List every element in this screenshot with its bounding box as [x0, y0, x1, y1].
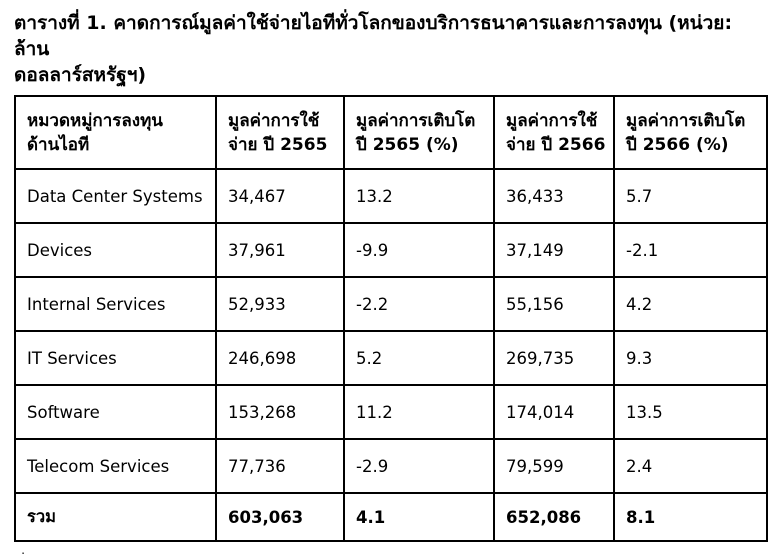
growth-2565-cell: 5.2	[343, 330, 495, 386]
spend-2565-cell: 246,698	[215, 330, 345, 386]
total-growth-2565-cell: 4.1	[343, 492, 495, 542]
spend-2565-cell: 34,467	[215, 168, 345, 224]
column-header-spend-2566: มูลค่าการใช้ จ่าย ปี 2566	[493, 95, 615, 170]
growth-2565-cell: -9.9	[343, 222, 495, 278]
total-label-cell: รวม	[14, 492, 217, 542]
spend-2565-cell: 52,933	[215, 276, 345, 332]
growth-2566-cell: -2.1	[613, 222, 768, 278]
table-body: Data Center Systems 34,467 13.2 36,433 5.7 De…	[14, 168, 768, 494]
spend-2566-cell: 55,156	[493, 276, 615, 332]
spend-2566-cell: 174,014	[493, 384, 615, 440]
table-row: Internal Services 52,933 -2.2 55,156 4.2	[14, 276, 768, 332]
growth-2565-cell: 13.2	[343, 168, 495, 224]
column-header-spend-2565: มูลค่าการใช้ จ่าย ปี 2565	[215, 95, 345, 170]
column-header-category: หมวดหมู่การลงทุน ด้านไอที	[14, 95, 217, 170]
growth-2566-cell: 4.2	[613, 276, 768, 332]
table-row: IT Services 246,698 5.2 269,735 9.3	[14, 330, 768, 386]
growth-2566-cell: 13.5	[613, 384, 768, 440]
spend-2565-cell: 153,268	[215, 384, 345, 440]
category-cell: Data Center Systems	[14, 168, 217, 224]
spend-2566-cell: 37,149	[493, 222, 615, 278]
category-cell: Internal Services	[14, 276, 217, 332]
table-header: หมวดหมู่การลงทุน ด้านไอที มูลค่าการใช้ จ…	[14, 95, 768, 170]
total-spend-2565-cell: 603,063	[215, 492, 345, 542]
category-cell: IT Services	[14, 330, 217, 386]
spend-2565-cell: 37,961	[215, 222, 345, 278]
table-title: ตารางที่ 1. คาดการณ์มูลค่าใช้จ่ายไอทีทั่…	[14, 12, 733, 86]
table-row: Telecom Services 77,736 -2.9 79,599 2.4	[14, 438, 768, 494]
growth-2565-cell: -2.2	[343, 276, 495, 332]
table-row: Software 153,268 11.2 174,014 13.5	[14, 384, 768, 440]
total-row: รวม 603,063 4.1 652,086 8.1	[14, 492, 768, 542]
category-cell: Software	[14, 384, 217, 440]
total-spend-2566-cell: 652,086	[493, 492, 615, 542]
table-row: Devices 37,961 -9.9 37,149 -2.1	[14, 222, 768, 278]
spend-2565-cell: 77,736	[215, 438, 345, 494]
column-header-growth-2565: มูลค่าการเติบโต ปี 2565 (%)	[343, 95, 495, 170]
category-cell: Devices	[14, 222, 217, 278]
category-cell: Telecom Services	[14, 438, 217, 494]
growth-2566-cell: 5.7	[613, 168, 768, 224]
spend-2566-cell: 269,735	[493, 330, 615, 386]
total-growth-2566-cell: 8.1	[613, 492, 768, 542]
spend-2566-cell: 79,599	[493, 438, 615, 494]
growth-2565-cell: 11.2	[343, 384, 495, 440]
table-footer: รวม 603,063 4.1 652,086 8.1	[14, 492, 768, 542]
growth-2566-cell: 9.3	[613, 330, 768, 386]
table-row: Data Center Systems 34,467 13.2 36,433 5.7	[14, 168, 768, 224]
growth-2566-cell: 2.4	[613, 438, 768, 494]
growth-2565-cell: -2.9	[343, 438, 495, 494]
spend-2566-cell: 36,433	[493, 168, 615, 224]
it-spending-table: หมวดหมู่การลงทุน ด้านไอที มูลค่าการใช้ จ…	[14, 95, 768, 542]
header-row: หมวดหมู่การลงทุน ด้านไอที มูลค่าการใช้ จ…	[14, 95, 768, 170]
column-header-growth-2566: มูลค่าการเติบโต ปี 2566 (%)	[613, 95, 768, 170]
